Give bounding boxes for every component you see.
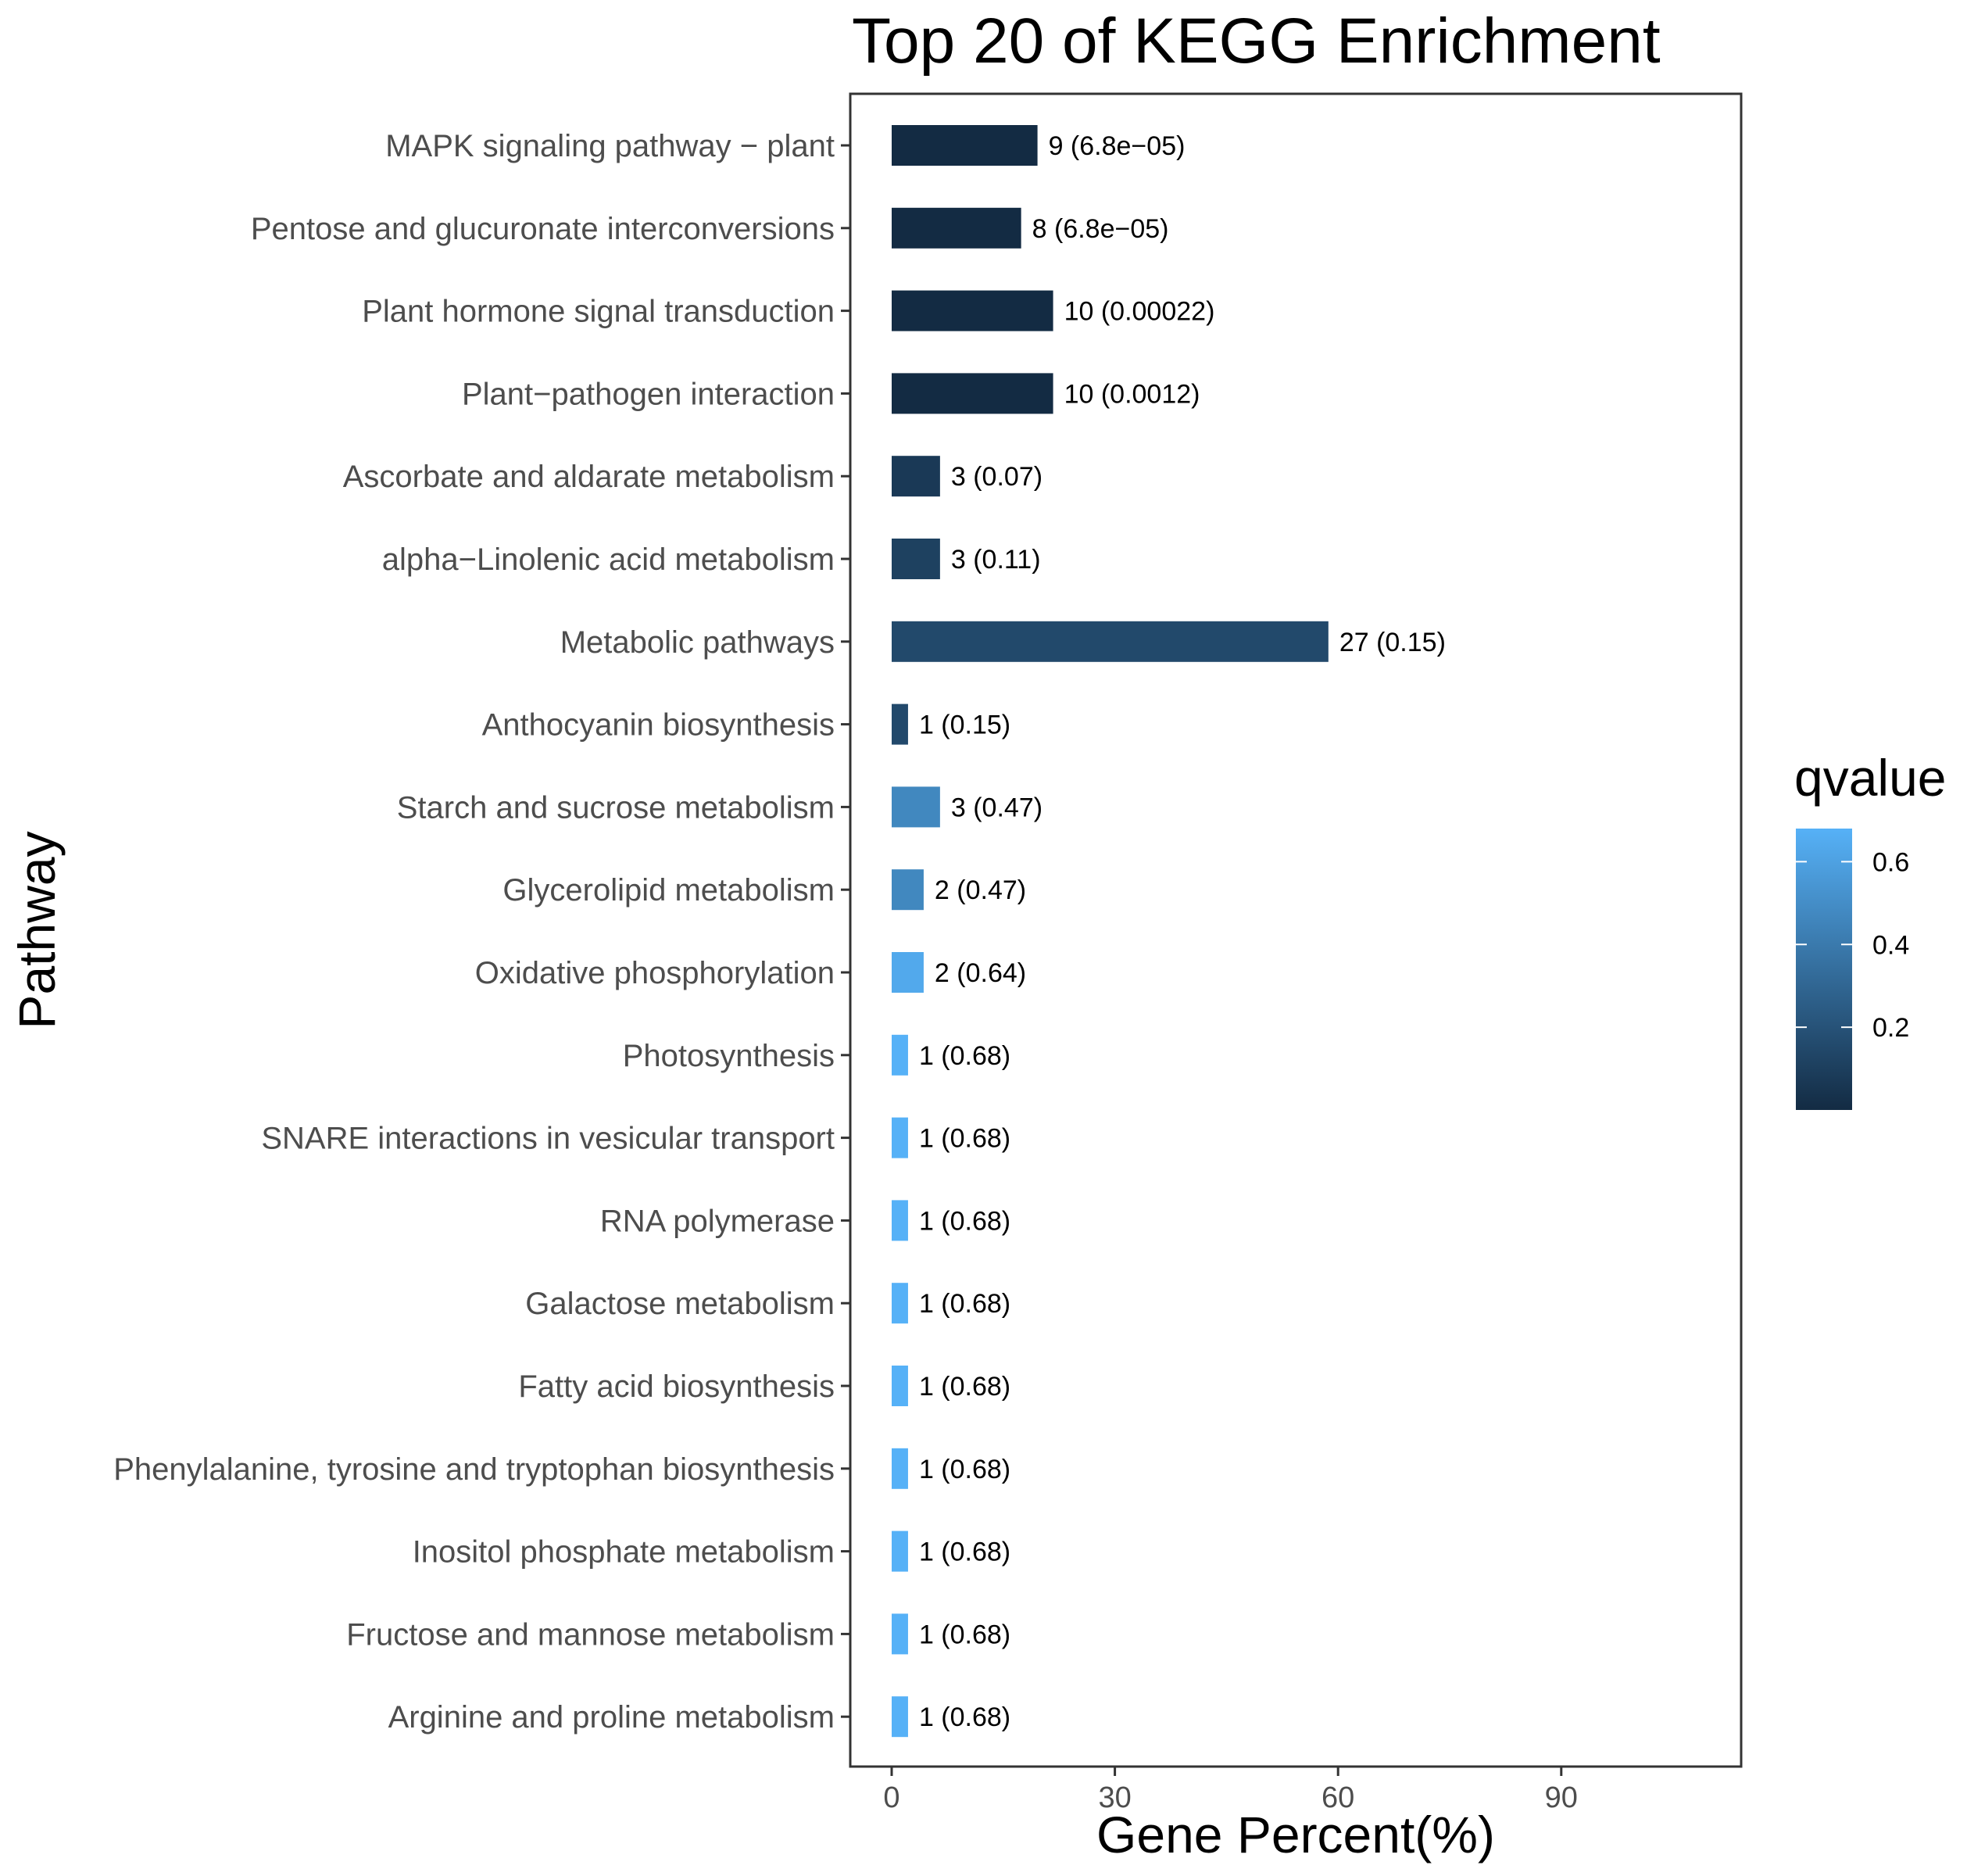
y-axis-label: Pathway xyxy=(8,831,66,1029)
y-tick-label-8: Starch and sucrose metabolism xyxy=(397,790,835,825)
bar-label-2: 10 (0.00022) xyxy=(1064,297,1215,327)
y-tick-label-19: Arginine and proline metabolism xyxy=(388,1700,835,1735)
y-tick-label-7: Anthocyanin biosynthesis xyxy=(482,708,835,743)
bar-19 xyxy=(892,1696,908,1738)
bar-label-15: 1 (0.68) xyxy=(919,1372,1010,1402)
legend-tick-label-2: 0.6 xyxy=(1872,847,1909,877)
bar-label-19: 1 (0.68) xyxy=(919,1702,1010,1732)
bar-label-10: 2 (0.64) xyxy=(935,958,1026,988)
y-tick-label-2: Plant hormone signal transduction xyxy=(362,295,835,329)
bar-15 xyxy=(892,1366,908,1406)
y-tick-label-12: SNARE interactions in vesicular transpor… xyxy=(261,1122,835,1156)
bar-3 xyxy=(892,373,1053,414)
bar-6 xyxy=(892,621,1329,662)
y-tick-label-5: alpha−Linolenic acid metabolism xyxy=(382,542,835,577)
bar-label-8: 3 (0.47) xyxy=(951,793,1043,822)
y-tick-label-4: Ascorbate and aldarate metabolism xyxy=(343,460,835,494)
y-tick-label-17: Inositol phosphate metabolism xyxy=(413,1535,835,1570)
bar-13 xyxy=(892,1200,908,1241)
bar-7 xyxy=(892,704,908,745)
qvalue-legend: qvalue 0.2 0.4 0.6 xyxy=(1794,749,1947,1110)
y-tick-label-6: Metabolic pathways xyxy=(560,625,835,660)
y-tick-labels: MAPK signaling pathway − plant Pentose an… xyxy=(113,129,850,1735)
y-tick-label-9: Glycerolipid metabolism xyxy=(502,873,835,908)
bar-label-3: 10 (0.0012) xyxy=(1064,379,1200,409)
y-tick-label-14: Galactose metabolism xyxy=(525,1287,835,1321)
bar-label-9: 2 (0.47) xyxy=(935,875,1026,905)
bar-0 xyxy=(892,125,1038,166)
bar-label-12: 1 (0.68) xyxy=(919,1124,1010,1154)
x-tick-label-1: 30 xyxy=(1098,1781,1131,1814)
y-tick-label-18: Fructose and mannose metabolism xyxy=(346,1617,835,1652)
x-axis: 0 30 60 90 xyxy=(883,1767,1578,1814)
legend-tick-label-1: 0.4 xyxy=(1872,930,1909,960)
bar-5 xyxy=(892,539,940,579)
bar-label-6: 27 (0.15) xyxy=(1339,628,1446,657)
bar-16 xyxy=(892,1448,908,1489)
x-tick-label-0: 0 xyxy=(883,1781,899,1814)
legend-title: qvalue xyxy=(1794,749,1947,807)
bar-8 xyxy=(892,786,940,828)
bar-label-7: 1 (0.15) xyxy=(919,711,1010,740)
bar-18 xyxy=(892,1613,908,1655)
y-tick-label-1: Pentose and glucuronate interconversions xyxy=(251,212,835,246)
bar-1 xyxy=(892,207,1021,249)
x-tick-label-3: 90 xyxy=(1545,1781,1578,1814)
y-tick-label-11: Photosynthesis xyxy=(623,1039,835,1073)
legend-tick-label-0: 0.2 xyxy=(1872,1013,1909,1043)
plot-panel xyxy=(849,92,1743,1768)
bar-9 xyxy=(892,869,924,911)
y-tick-label-3: Plant−pathogen interaction xyxy=(462,377,835,411)
x-tick-label-2: 60 xyxy=(1321,1781,1354,1814)
bar-label-1: 8 (6.8e−05) xyxy=(1032,214,1169,244)
bar-label-11: 1 (0.68) xyxy=(919,1041,1010,1071)
bar-4 xyxy=(892,456,940,497)
bar-10 xyxy=(892,952,924,993)
y-tick-label-16: Phenylalanine, tyrosine and tryptophan b… xyxy=(113,1452,835,1487)
bar-2 xyxy=(892,290,1053,331)
legend-colorbar xyxy=(1796,829,1852,1110)
bar-label-18: 1 (0.68) xyxy=(919,1620,1010,1649)
bar-label-5: 3 (0.11) xyxy=(951,545,1041,575)
bar-11 xyxy=(892,1034,908,1076)
legend-ticks: 0.2 0.4 0.6 xyxy=(1796,847,1909,1043)
chart-title: Top 20 of KEGG Enrichment xyxy=(852,5,1661,77)
bar-label-0: 9 (6.8e−05) xyxy=(1049,131,1186,161)
y-tick-label-13: RNA polymerase xyxy=(600,1204,835,1238)
bar-label-13: 1 (0.68) xyxy=(919,1206,1010,1236)
bar-label-17: 1 (0.68) xyxy=(919,1538,1010,1567)
bar-12 xyxy=(892,1117,908,1158)
y-tick-label-15: Fatty acid biosynthesis xyxy=(518,1369,835,1404)
x-axis-label: Gene Percent(%) xyxy=(1096,1806,1495,1863)
y-tick-label-10: Oxidative phosphorylation xyxy=(475,956,835,990)
bar-label-4: 3 (0.07) xyxy=(951,462,1043,492)
bar-label-14: 1 (0.68) xyxy=(919,1289,1010,1319)
bars-group: 9 (6.8e−05) 8 (6.8e−05) 10 (0.00022) 10 (0.… xyxy=(892,125,1446,1738)
bar-14 xyxy=(892,1283,908,1324)
bar-17 xyxy=(892,1531,908,1572)
y-tick-label-0: MAPK signaling pathway − plant xyxy=(385,129,835,163)
bar-label-16: 1 (0.68) xyxy=(919,1455,1010,1484)
